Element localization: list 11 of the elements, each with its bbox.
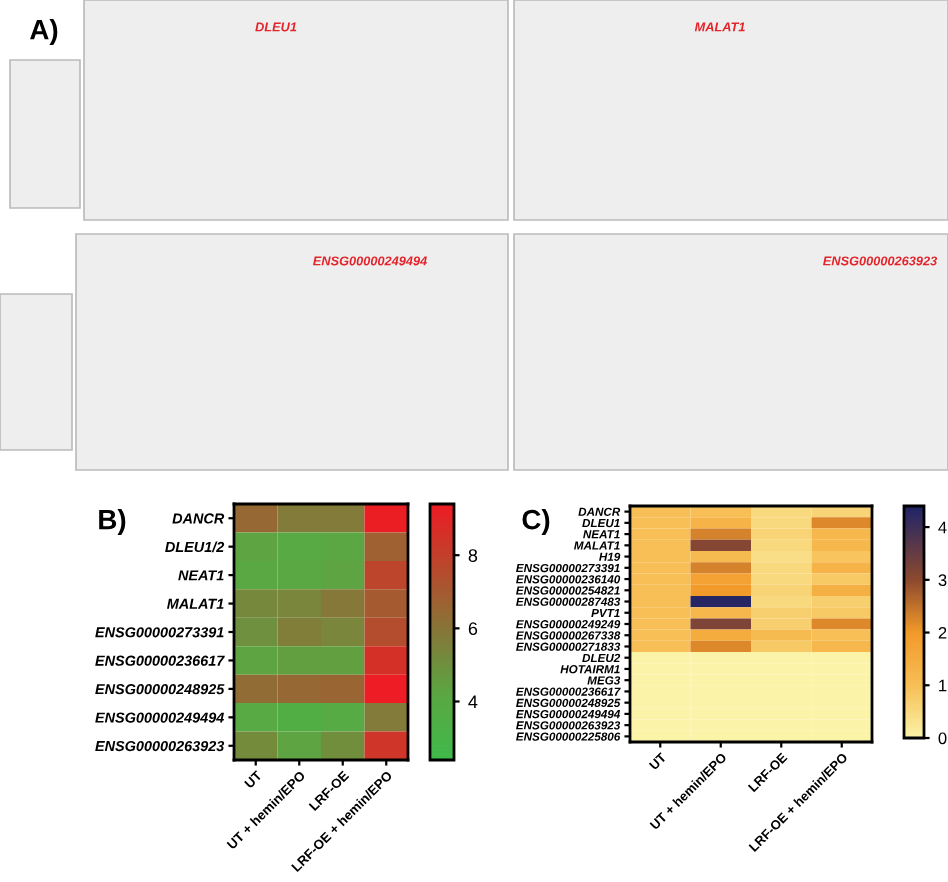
color-bar-label: 0 (938, 732, 947, 745)
color-bar-label: 2 (938, 626, 947, 639)
color-bar-label: 6 (468, 622, 478, 636)
chart-title: B) (99, 509, 126, 535)
color-bar-label: 4 (938, 521, 947, 534)
text: A) (30, 19, 58, 45)
color-bar-label: 1 (939, 679, 947, 692)
color-bar-label: 3 (938, 574, 947, 587)
color-bar-label: 4 (468, 695, 478, 709)
chart-title: C) (522, 509, 550, 535)
color-bar-label: 8 (468, 549, 478, 562)
